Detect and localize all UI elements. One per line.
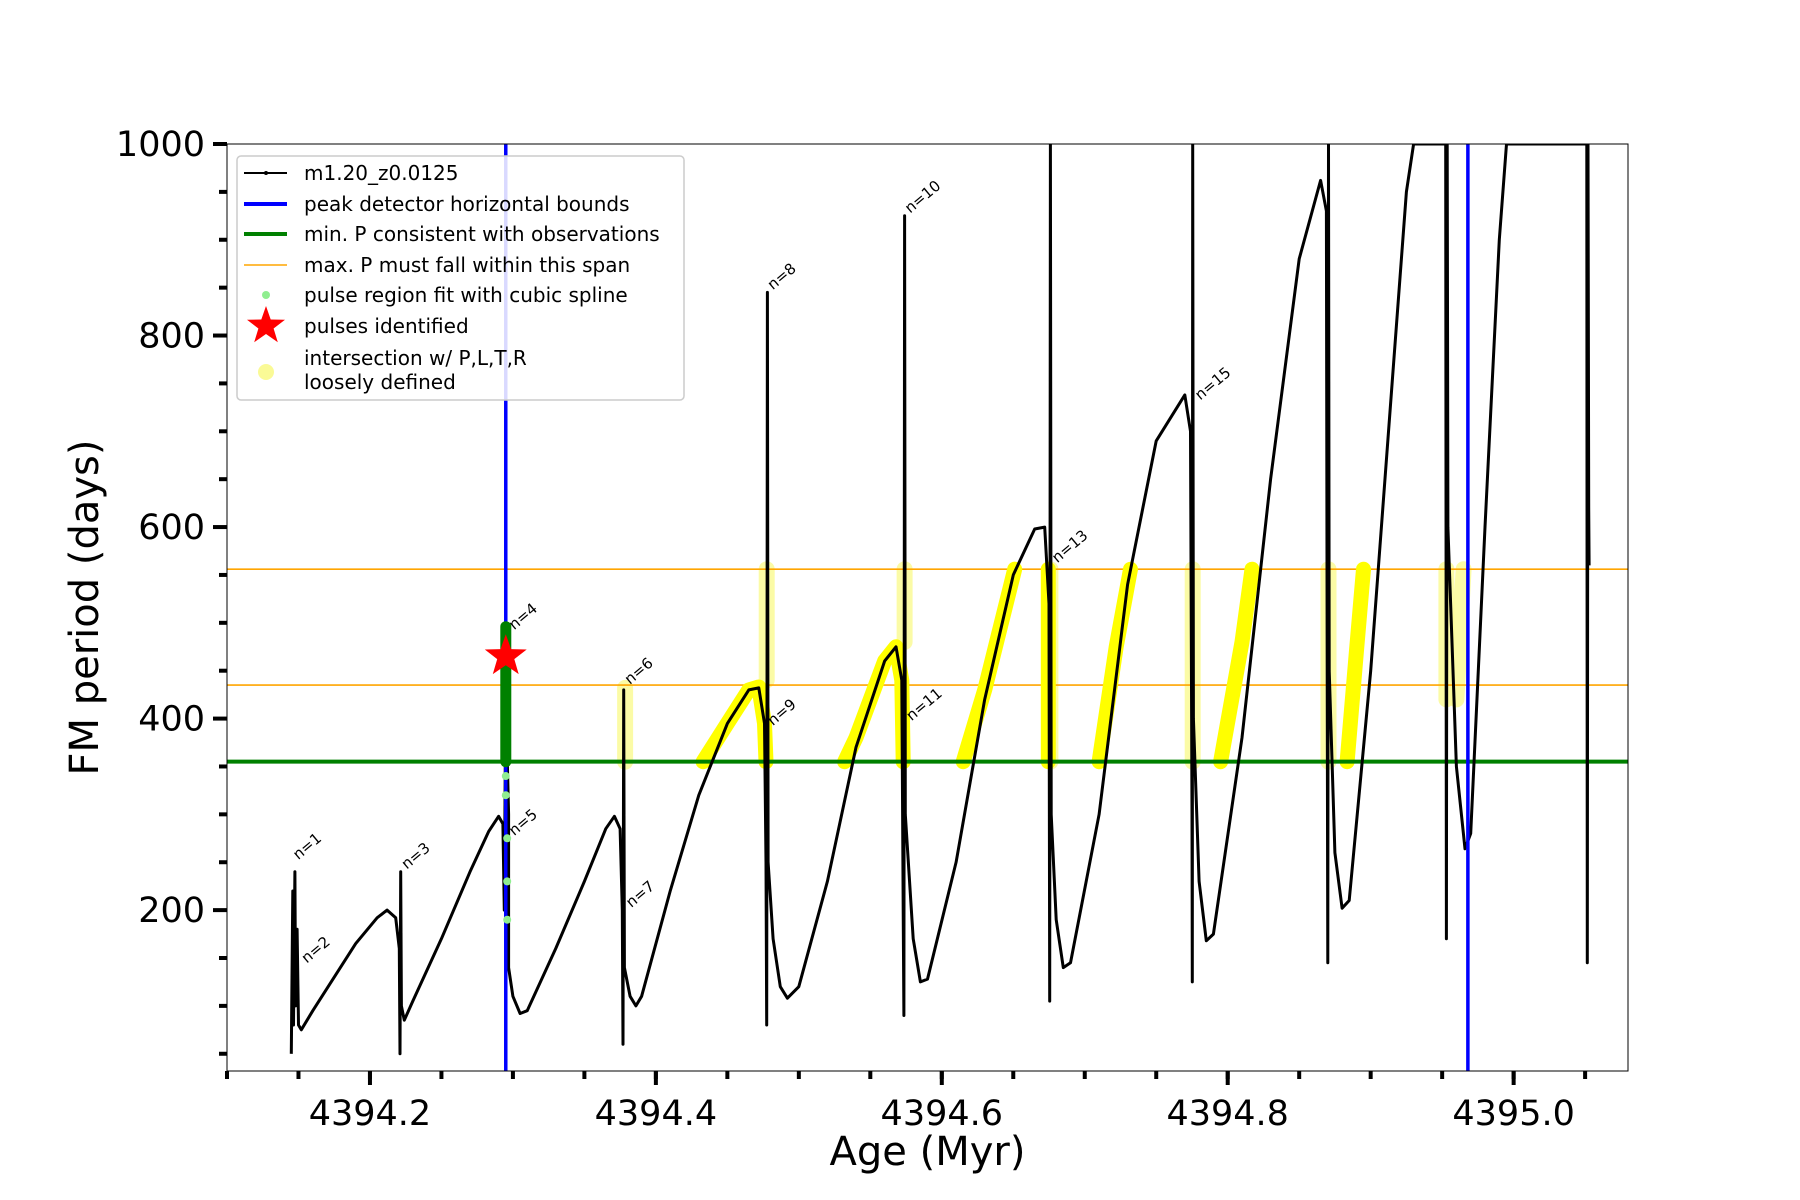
x-tick-label: 4395.0 <box>1452 1094 1574 1134</box>
legend-label: pulse region fit with cubic spline <box>304 283 628 307</box>
y-tick-label: 800 <box>138 317 205 357</box>
legend-label: pulses identified <box>304 314 469 338</box>
spline-point <box>503 915 512 924</box>
legend-label: max. P must fall within this span <box>304 253 630 277</box>
legend-label: m1.20_z0.0125 <box>304 161 459 185</box>
legend-label: intersection w/ P,L,T,R <box>304 346 527 370</box>
spline-point <box>503 834 512 843</box>
plot-content <box>227 144 1628 1071</box>
legend-swatch-intersect <box>258 364 274 380</box>
spline-point <box>503 877 512 886</box>
y-tick-label: 200 <box>138 891 205 931</box>
legend-swatch-pulses <box>247 306 285 343</box>
loose-intersection-segment <box>1448 561 1472 708</box>
legend-label: loosely defined <box>304 370 456 394</box>
intersection-segment <box>1213 561 1260 770</box>
legend-label: peak detector horizontal bounds <box>304 192 630 216</box>
y-axis-label: FM period (days) <box>62 440 108 776</box>
track-line <box>289 144 1591 1056</box>
legend-marker-track <box>264 171 268 175</box>
pulse-star <box>484 634 527 675</box>
y-tick-label: 1000 <box>116 125 205 165</box>
spline-point <box>501 772 510 781</box>
axis-ticks: 4394.2 4394.4 4394.6 4394.8 4395.0 200 400 600 8… <box>116 125 1588 1134</box>
x-tick-label: 4394.8 <box>1166 1094 1288 1134</box>
x-tick-label: 4394.2 <box>309 1094 431 1134</box>
spline-point <box>501 791 510 800</box>
x-axis-label: Age (Myr) <box>830 1129 1026 1175</box>
legend-swatch-spline <box>262 291 270 299</box>
legend-box <box>236 155 685 401</box>
x-tick-label: 4394.6 <box>881 1094 1003 1134</box>
x-tick-label: 4394.4 <box>595 1094 717 1134</box>
plot-frame <box>226 143 1629 1072</box>
y-tick-label: 400 <box>138 700 205 740</box>
y-tick-label: 600 <box>138 508 205 548</box>
legend-label: min. P consistent with observations <box>304 222 660 246</box>
intersection-segment <box>1339 561 1371 770</box>
